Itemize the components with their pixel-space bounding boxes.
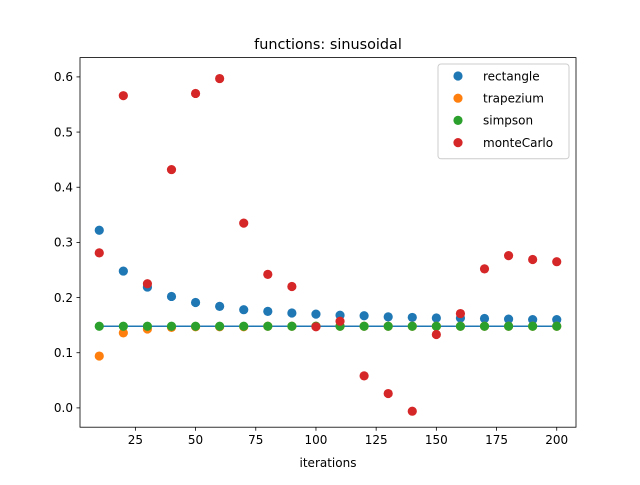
data-point-monteCarlo-110 — [335, 316, 345, 326]
data-point-monteCarlo-100 — [311, 322, 321, 332]
data-point-simpson-70 — [239, 321, 249, 331]
y-tick-label: 0.1 — [54, 346, 73, 360]
data-point-rectangle-10 — [94, 225, 104, 235]
x-tick-label: 125 — [365, 433, 388, 447]
legend-label-rectangle: rectangle — [483, 69, 540, 83]
data-point-rectangle-20 — [118, 266, 128, 276]
x-axis-label: iterations — [300, 456, 357, 470]
data-point-monteCarlo-30 — [142, 279, 153, 289]
data-point-simpson-140 — [407, 321, 417, 331]
data-point-simpson-20 — [118, 321, 128, 331]
data-point-rectangle-70 — [239, 305, 249, 315]
data-point-simpson-130 — [383, 321, 393, 331]
data-point-monteCarlo-120 — [359, 371, 369, 381]
data-point-simpson-10 — [94, 321, 104, 331]
data-point-trapezium-20 — [118, 328, 128, 338]
data-point-rectangle-50 — [190, 297, 201, 308]
data-point-rectangle-120 — [359, 311, 369, 321]
data-point-rectangle-140 — [407, 312, 417, 323]
data-point-monteCarlo-150 — [431, 329, 441, 340]
data-point-simpson-90 — [287, 321, 297, 331]
data-point-monteCarlo-10 — [94, 248, 104, 258]
legend-label-simpson: simpson — [483, 114, 533, 128]
series-monteCarlo — [94, 73, 562, 416]
data-point-simpson-150 — [431, 321, 441, 331]
y-tick-label: 0.0 — [54, 401, 73, 415]
data-point-monteCarlo-190 — [528, 254, 538, 265]
legend-box — [437, 63, 570, 160]
data-point-simpson-120 — [359, 321, 369, 331]
y-tick-label: 0.2 — [54, 291, 73, 305]
y-tick-label: 0.6 — [54, 70, 73, 84]
x-tick-label: 25 — [128, 433, 143, 447]
data-point-monteCarlo-90 — [287, 281, 297, 292]
data-point-simpson-50 — [190, 321, 201, 331]
data-point-rectangle-90 — [287, 308, 297, 318]
legend-marker-monteCarlo — [453, 138, 463, 148]
data-point-monteCarlo-160 — [455, 308, 466, 319]
data-point-simpson-160 — [455, 321, 466, 331]
data-point-monteCarlo-50 — [190, 88, 201, 99]
x-tick-label: 175 — [485, 433, 508, 447]
data-point-trapezium-10 — [94, 351, 104, 361]
x-tick-label: 100 — [305, 433, 328, 447]
data-point-monteCarlo-70 — [239, 218, 249, 228]
legend: rectangle trapezium simpson monteCarlo — [437, 63, 570, 160]
data-point-rectangle-130 — [383, 312, 393, 322]
y-tick-label: 0.5 — [54, 125, 73, 139]
data-point-monteCarlo-130 — [383, 388, 393, 399]
legend-label-monteCarlo: monteCarlo — [483, 136, 553, 150]
series-rectangle — [94, 225, 562, 325]
data-point-monteCarlo-180 — [503, 251, 514, 261]
data-point-monteCarlo-140 — [407, 406, 417, 416]
legend-marker-rectangle — [453, 71, 463, 81]
x-axis-ticks: 25 50 75 100 125 150 175 200 — [128, 427, 568, 447]
x-tick-label: 150 — [425, 433, 448, 447]
data-point-rectangle-80 — [263, 306, 273, 316]
data-point-monteCarlo-20 — [118, 91, 128, 101]
data-point-simpson-40 — [166, 321, 177, 331]
data-point-monteCarlo-170 — [479, 264, 490, 274]
data-point-simpson-60 — [215, 321, 225, 331]
data-point-monteCarlo-200 — [552, 257, 562, 267]
data-point-rectangle-180 — [503, 314, 514, 324]
x-tick-label: 50 — [188, 433, 203, 447]
data-point-simpson-190 — [528, 321, 538, 331]
legend-label-trapezium: trapezium — [483, 92, 544, 106]
data-point-rectangle-200 — [552, 315, 562, 325]
data-point-rectangle-100 — [311, 309, 321, 319]
data-point-simpson-80 — [263, 321, 273, 331]
data-point-monteCarlo-60 — [215, 73, 225, 84]
x-tick-label: 200 — [545, 433, 568, 447]
data-point-monteCarlo-40 — [166, 164, 177, 175]
data-point-rectangle-190 — [528, 315, 538, 325]
plot-layer — [94, 73, 562, 416]
data-point-simpson-180 — [503, 321, 514, 331]
data-point-simpson-200 — [552, 321, 562, 331]
data-point-rectangle-170 — [479, 313, 490, 324]
data-point-rectangle-40 — [166, 291, 177, 302]
series-simpson — [94, 321, 562, 331]
legend-marker-simpson — [453, 115, 463, 125]
data-point-monteCarlo-80 — [263, 269, 273, 279]
chart-title: functions: sinusoidal — [254, 37, 402, 53]
legend-marker-trapezium — [453, 93, 463, 103]
data-point-rectangle-60 — [215, 301, 225, 311]
data-point-simpson-30 — [142, 321, 153, 331]
y-tick-label: 0.3 — [54, 236, 73, 250]
y-tick-label: 0.4 — [54, 180, 73, 194]
data-point-simpson-170 — [479, 321, 490, 331]
y-axis-ticks: 0.0 0.1 0.2 0.3 0.4 0.5 0.6 — [54, 70, 80, 415]
data-point-rectangle-150 — [431, 313, 441, 323]
x-tick-label: 75 — [248, 433, 263, 447]
